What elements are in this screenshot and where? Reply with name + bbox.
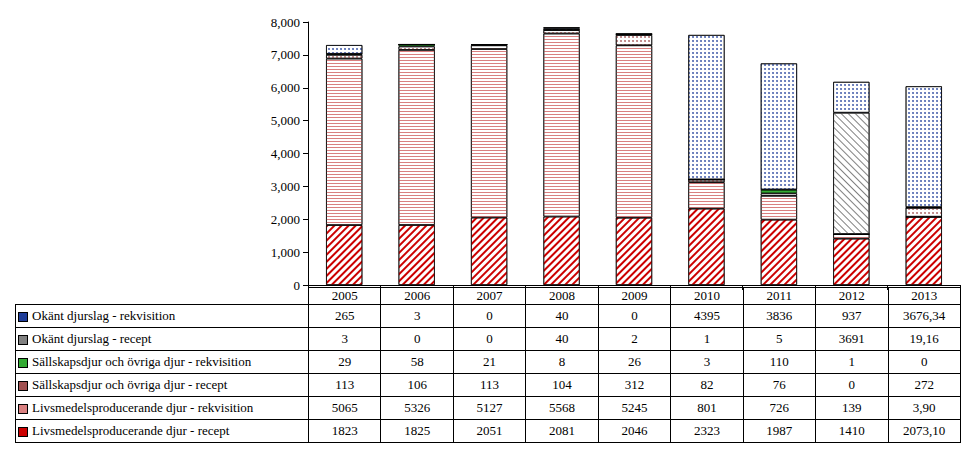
html-text:1987: 1987 — [766, 423, 793, 438]
html-text:0: 0 — [486, 308, 493, 323]
svg-text:1,000: 1,000 — [271, 245, 300, 260]
html-text:3691: 3691 — [838, 331, 865, 346]
html-text:8: 8 — [558, 354, 566, 369]
html-text:21: 21 — [483, 354, 497, 369]
html-text:2081: 2081 — [549, 423, 575, 438]
html-text:2006: 2006 — [404, 288, 431, 303]
html-text:726: 726 — [769, 400, 790, 415]
html-text:2073,10: 2073,10 — [903, 423, 946, 438]
html-text:3836: 3836 — [766, 308, 793, 323]
html-text:1: 1 — [703, 331, 711, 346]
html-text:2008: 2008 — [549, 288, 575, 303]
svg-text:3,000: 3,000 — [271, 179, 300, 194]
html-text:Livsmedelsproducerande djur -: Livsmedelsproducerande djur - recept — [32, 423, 230, 438]
html-text:29: 29 — [338, 354, 352, 369]
html-text:2051: 2051 — [476, 423, 503, 438]
html-text:Sällskapsdjur och övriga djur: Sällskapsdjur och övriga djur - rekvisit… — [32, 354, 252, 369]
html-text:2012: 2012 — [838, 288, 865, 303]
html-text:Livsmedelsproducerande djur -: Livsmedelsproducerande djur - rekvisitio… — [32, 400, 254, 415]
html-text:2005: 2005 — [331, 288, 358, 303]
html-text:0: 0 — [631, 308, 638, 323]
html-text:3676,34: 3676,34 — [903, 308, 946, 323]
html-text:2009: 2009 — [621, 288, 648, 303]
html-text:3,90: 3,90 — [912, 400, 936, 415]
html-text:3: 3 — [703, 354, 711, 369]
svg-text:4,000: 4,000 — [271, 146, 300, 161]
html-text:113: 113 — [335, 377, 355, 392]
html-text:106: 106 — [407, 377, 427, 392]
html-text:2013: 2013 — [911, 288, 938, 303]
svg-text:0: 0 — [294, 278, 301, 293]
html-text:0: 0 — [413, 331, 421, 346]
html-text:2011: 2011 — [766, 288, 793, 303]
html-text:Okänt djurslag - rekvisition: Okänt djurslag - rekvisition — [32, 308, 176, 323]
html-text:5326: 5326 — [404, 400, 431, 415]
html-text:82: 82 — [700, 377, 714, 392]
html-text:5245: 5245 — [621, 400, 648, 415]
html-text:2323: 2323 — [693, 423, 720, 438]
html-text:2046: 2046 — [621, 423, 648, 438]
html-text:1410: 1410 — [838, 423, 865, 438]
html-text:312: 312 — [624, 377, 645, 392]
html-text:801: 801 — [697, 400, 717, 415]
html-text:76: 76 — [772, 377, 786, 392]
html-text:1: 1 — [848, 354, 855, 369]
html-text:5568: 5568 — [549, 400, 575, 415]
html-text:2010: 2010 — [693, 288, 720, 303]
html-text:265: 265 — [335, 308, 355, 323]
html-text:1825: 1825 — [404, 423, 431, 438]
html-text:19,16: 19,16 — [909, 331, 939, 346]
html-text:26: 26 — [628, 354, 641, 369]
html-text:937: 937 — [842, 308, 862, 323]
html-text:4395: 4395 — [693, 308, 720, 323]
html-text:0: 0 — [921, 354, 928, 369]
html-text:5127: 5127 — [476, 400, 503, 415]
html-text:2: 2 — [631, 331, 638, 346]
svg-text:5,000: 5,000 — [271, 113, 300, 128]
html-text:3: 3 — [413, 308, 421, 323]
html-text:Okänt djurslag - recept: Okänt djurslag - recept — [32, 331, 152, 346]
html-text:58: 58 — [410, 354, 424, 369]
svg-text:8,000: 8,000 — [271, 15, 300, 30]
html-text:0: 0 — [848, 377, 855, 392]
html-text:139: 139 — [842, 400, 862, 415]
svg-text:6,000: 6,000 — [271, 80, 300, 95]
html-text:3: 3 — [341, 331, 348, 346]
html-text:2007: 2007 — [476, 288, 503, 303]
svg-text:2,000: 2,000 — [271, 212, 300, 227]
html-text:Sällskapsdjur och övriga djur: Sällskapsdjur och övriga djur - recept — [32, 377, 228, 392]
html-text:113: 113 — [480, 377, 500, 392]
html-text:5065: 5065 — [331, 400, 358, 415]
html-text:1823: 1823 — [331, 423, 358, 438]
html-text:0: 0 — [486, 331, 493, 346]
html-text:104: 104 — [552, 377, 572, 392]
svg-text:7,000: 7,000 — [271, 47, 300, 62]
html-text:40: 40 — [555, 331, 569, 346]
html-text:110: 110 — [769, 354, 789, 369]
html-text:5: 5 — [776, 331, 783, 346]
html-text:40: 40 — [555, 308, 569, 323]
html-text:272: 272 — [914, 377, 934, 392]
